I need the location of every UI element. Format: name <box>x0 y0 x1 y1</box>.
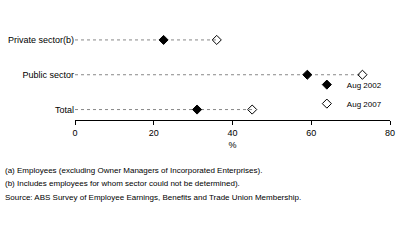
svg-text:Private sector(b): Private sector(b) <box>8 35 74 45</box>
svg-text:Public sector: Public sector <box>22 70 74 80</box>
svg-text:60: 60 <box>306 128 316 138</box>
svg-text:(b) Includes employees for who: (b) Includes employees for whom sector c… <box>5 179 240 188</box>
svg-text:80: 80 <box>385 128 395 138</box>
svg-text:0: 0 <box>72 128 77 138</box>
svg-text:(a) Employees (excluding Owner: (a) Employees (excluding Owner Managers … <box>5 166 262 175</box>
svg-text:Total: Total <box>55 105 74 115</box>
svg-text:40: 40 <box>227 128 237 138</box>
svg-text:Source: ABS Survey of Employee: Source: ABS Survey of Employee Earnings,… <box>5 193 301 202</box>
svg-text:%: % <box>228 140 236 150</box>
svg-text:20: 20 <box>149 128 159 138</box>
svg-text:Aug 2002: Aug 2002 <box>347 81 382 90</box>
svg-text:Aug 2007: Aug 2007 <box>347 100 382 109</box>
